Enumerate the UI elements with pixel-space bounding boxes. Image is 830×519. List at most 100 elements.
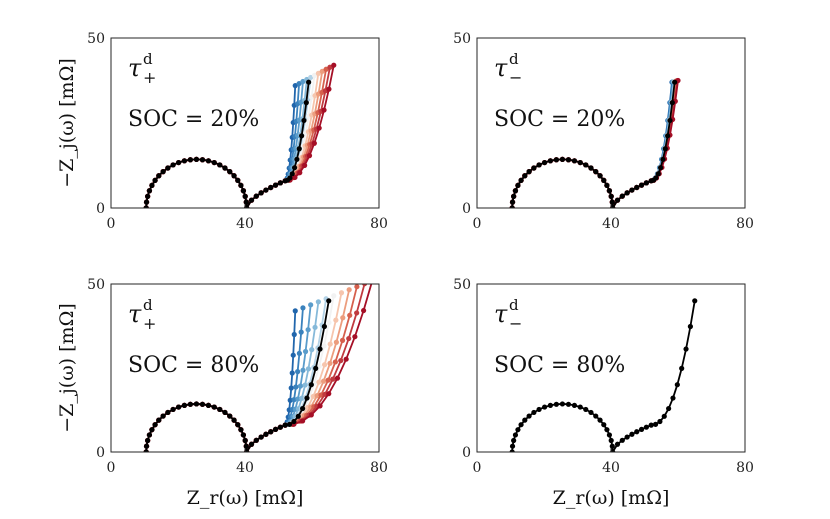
x-tick-label: 0 (107, 460, 116, 476)
reference-series-point-16 (577, 159, 583, 166)
sweep-series-10-point-36 (300, 418, 306, 424)
reference-series-point-29 (624, 434, 630, 440)
sweep-series-3-point-44 (315, 299, 321, 305)
tau-symbol: τ (494, 300, 508, 328)
sweep-series-2-line (145, 81, 304, 208)
reference-series-point-44 (306, 79, 312, 85)
sweep-series-0-point-41 (289, 370, 295, 376)
reference-series-point-20 (231, 173, 237, 179)
reference-series-point-12 (187, 401, 193, 407)
sweep-series-10-point-38 (317, 403, 323, 409)
reference-series-point-42 (683, 346, 689, 352)
y-tick-label: 50 (453, 277, 471, 293)
sweep-series-6-point-42 (327, 341, 333, 347)
reference-series-point-44 (326, 298, 332, 304)
soc-label: SOC = 20% (494, 107, 625, 132)
reference-series-point-25 (609, 443, 615, 449)
reference-series-point-13 (193, 401, 200, 407)
reference-series-point-41 (679, 365, 685, 371)
sweep-series-0-point-44 (292, 83, 298, 89)
sweep-series-3-point-39 (299, 395, 305, 401)
reference-series-point-6 (522, 173, 528, 179)
reference-series-point-9 (536, 406, 542, 413)
sweep-series-5-point-44 (331, 293, 337, 299)
sweep-series-5-point-42 (321, 343, 327, 349)
sweep-series-8-point-44 (323, 66, 329, 72)
reference-series-point-2 (145, 193, 151, 199)
reference-series-point-43 (687, 323, 693, 330)
sweep-series-9-point-44 (327, 64, 333, 70)
reference-series-point-6 (156, 417, 162, 423)
reference-series-point-9 (536, 162, 542, 168)
sweep-series-4-line (511, 81, 676, 208)
sweep-series-5-point-43 (326, 319, 332, 326)
reference-series-point-4 (149, 182, 155, 189)
reference-series-point-34 (282, 422, 288, 428)
reference-series-point-32 (272, 426, 279, 432)
tau-symbol: τ (128, 54, 142, 82)
reference-series-point-4 (149, 427, 155, 433)
sweep-series-1-point-41 (295, 369, 301, 375)
sweep-series-7-point-44 (346, 287, 352, 293)
sweep-series-1-point-40 (293, 384, 299, 390)
reference-series-point-32 (638, 426, 645, 432)
sweep-series-1-point-44 (300, 305, 306, 311)
sweep-series-10-line (511, 80, 679, 208)
reference-series-point-5 (518, 177, 524, 183)
x-tick-label: 40 (236, 460, 254, 476)
sweep-series-5-line (145, 75, 316, 208)
sweep-series-7-point-40 (320, 378, 327, 384)
x-tick-label: 0 (473, 460, 482, 476)
sweep-series-7-point-43 (340, 315, 346, 321)
y-tick-label: 50 (87, 31, 105, 47)
sweep-series-6-point-44 (315, 70, 321, 76)
reference-series-point-42 (301, 117, 307, 124)
x-tick-label: 40 (602, 460, 620, 476)
sweep-series-10-point-38 (302, 162, 308, 168)
reference-series-point-30 (263, 187, 269, 193)
reference-series-point-20 (597, 417, 603, 423)
reference-series-point-41 (665, 133, 671, 139)
x-tick-label: 40 (602, 216, 620, 232)
reference-series-point-28 (619, 193, 625, 199)
reference-series-point-3 (146, 188, 153, 194)
x-tick-label: 0 (473, 216, 482, 232)
reference-series-point-21 (601, 177, 607, 183)
reference-series-point-17 (583, 162, 589, 168)
plot-area (509, 77, 681, 208)
sweep-series-9-line (511, 80, 679, 208)
reference-series-point-18 (588, 409, 594, 416)
reference-series-point-22 (238, 182, 244, 189)
reference-series-point-6 (156, 173, 162, 179)
reference-series-point-17 (583, 406, 589, 413)
reference-series-point-34 (648, 422, 654, 428)
reference-series-point-13 (559, 156, 566, 162)
reference-series-point-39 (294, 156, 300, 162)
sweep-series-2-point-44 (300, 78, 306, 85)
sweep-series-5-point-44 (311, 72, 318, 78)
reference-series-point-39 (304, 395, 310, 401)
reference-series-point-3 (146, 432, 153, 438)
reference-series-point-7 (160, 169, 166, 175)
sweep-series-7-line (511, 80, 678, 208)
reference-series-point-16 (577, 404, 583, 410)
tau-subscript: − (509, 314, 522, 333)
reference-series-point-5 (152, 422, 158, 428)
reference-series-point-25 (243, 443, 249, 449)
sweep-series-8-point-40 (325, 377, 331, 383)
reference-series-point-11 (181, 402, 187, 408)
reference-series-point-37 (295, 413, 301, 419)
reference-series-point-38 (657, 165, 664, 171)
reference-series-point-10 (176, 159, 182, 166)
sweep-series-6-point-40 (316, 379, 322, 385)
sweep-series-9-point-41 (338, 357, 344, 364)
reference-series-point-1 (509, 199, 516, 205)
sweep-series-10-point-39 (326, 391, 332, 397)
reference-series-point-27 (614, 197, 621, 203)
reference-series-point-41 (299, 133, 305, 139)
reference-series-point-31 (268, 429, 274, 435)
sweep-series-1-line (511, 81, 674, 208)
reference-series-point-28 (619, 437, 625, 443)
sweep-series-2-point-39 (295, 396, 301, 402)
sweep-series-6-point-41 (322, 362, 328, 368)
